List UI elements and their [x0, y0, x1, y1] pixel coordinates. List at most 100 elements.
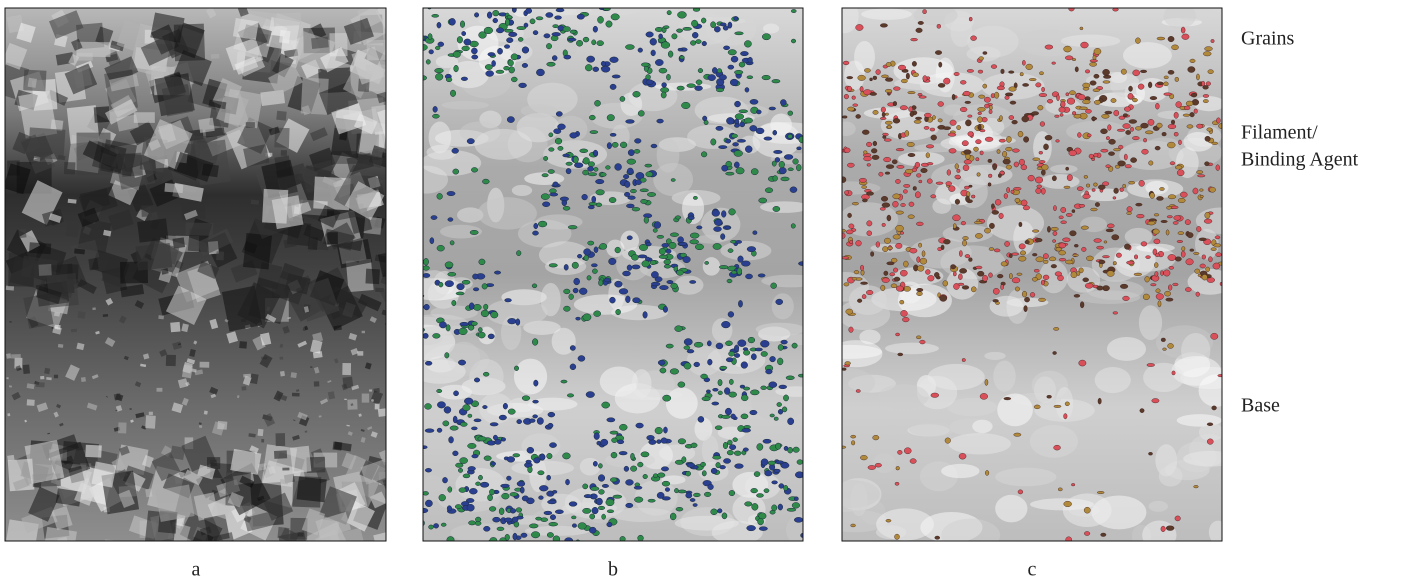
texture: [640, 199, 648, 204]
texture: [984, 351, 1006, 360]
texture: [29, 242, 52, 255]
texture: [777, 503, 783, 511]
texture: [1173, 132, 1179, 137]
texture: [108, 180, 138, 206]
texture: [1105, 136, 1110, 140]
texture: [881, 202, 891, 208]
texture: [587, 166, 594, 172]
texture: [1171, 370, 1176, 376]
texture: [413, 479, 420, 485]
texture: [582, 483, 589, 490]
texture: [595, 189, 605, 196]
texture: [206, 457, 221, 469]
texture: [736, 267, 742, 275]
texture: [1206, 438, 1214, 445]
texture: [956, 125, 961, 130]
texture: [54, 324, 61, 330]
texture: [916, 221, 924, 226]
texture: [996, 149, 1001, 154]
texture: [909, 248, 918, 254]
texture: [471, 54, 479, 60]
texture: [303, 306, 310, 313]
texture: [434, 68, 444, 74]
texture: [1211, 405, 1217, 411]
texture: [1128, 85, 1133, 92]
texture: [689, 280, 697, 284]
texture: [692, 32, 699, 39]
texture: [625, 502, 634, 508]
texture: [849, 239, 853, 244]
texture: [1022, 83, 1029, 87]
texture: [961, 358, 966, 362]
texture: [315, 511, 352, 539]
texture: [562, 153, 570, 158]
texture: [571, 515, 577, 520]
texture: [243, 515, 252, 523]
texture: [119, 445, 130, 456]
texture: [937, 83, 946, 88]
texture: [1093, 238, 1102, 243]
texture: [606, 417, 616, 423]
texture: [1160, 337, 1166, 342]
texture: [932, 198, 952, 214]
texture: [760, 201, 803, 213]
texture: [940, 244, 945, 250]
texture: [473, 304, 482, 311]
texture: [588, 202, 598, 206]
texture: [781, 406, 788, 413]
texture: [11, 391, 21, 401]
texture: [1078, 267, 1084, 274]
texture: [279, 479, 289, 485]
texture: [701, 470, 707, 477]
texture: [1155, 288, 1161, 293]
texture: [778, 167, 787, 175]
texture: [811, 174, 818, 177]
texture: [783, 154, 794, 160]
texture: [478, 326, 496, 345]
texture: [975, 233, 983, 239]
texture: [659, 285, 669, 290]
texture: [772, 175, 778, 182]
texture: [1004, 95, 1010, 100]
texture: [773, 416, 779, 421]
texture: [591, 195, 597, 203]
texture: [750, 353, 757, 361]
texture: [1058, 215, 1064, 219]
texture: [487, 333, 495, 340]
texture: [743, 386, 751, 391]
texture: [1039, 71, 1044, 76]
texture: [900, 269, 908, 277]
texture: [1158, 465, 1183, 487]
texture: [565, 161, 573, 166]
texture: [435, 73, 444, 81]
texture: [1196, 123, 1204, 129]
texture: [342, 362, 352, 376]
texture: [452, 168, 460, 175]
texture: [619, 536, 626, 541]
texture: [755, 127, 765, 135]
texture: [1054, 271, 1062, 277]
texture: [700, 461, 706, 467]
texture: [979, 393, 988, 400]
texture: [894, 533, 900, 540]
texture: [238, 56, 266, 77]
texture: [440, 224, 482, 239]
texture: [896, 285, 904, 292]
texture: [885, 112, 889, 116]
texture: [947, 397, 997, 417]
texture: [892, 118, 901, 124]
texture: [842, 232, 846, 239]
texture: [142, 353, 150, 360]
texture: [185, 222, 214, 236]
texture: [771, 504, 778, 512]
texture: [796, 164, 802, 172]
texture: [909, 111, 915, 117]
texture: [486, 2, 493, 7]
texture: [304, 430, 308, 433]
texture: [465, 0, 470, 3]
texture: [662, 306, 668, 313]
texture: [594, 100, 601, 107]
texture: [194, 369, 204, 376]
texture: [725, 160, 732, 168]
texture: [523, 22, 529, 28]
